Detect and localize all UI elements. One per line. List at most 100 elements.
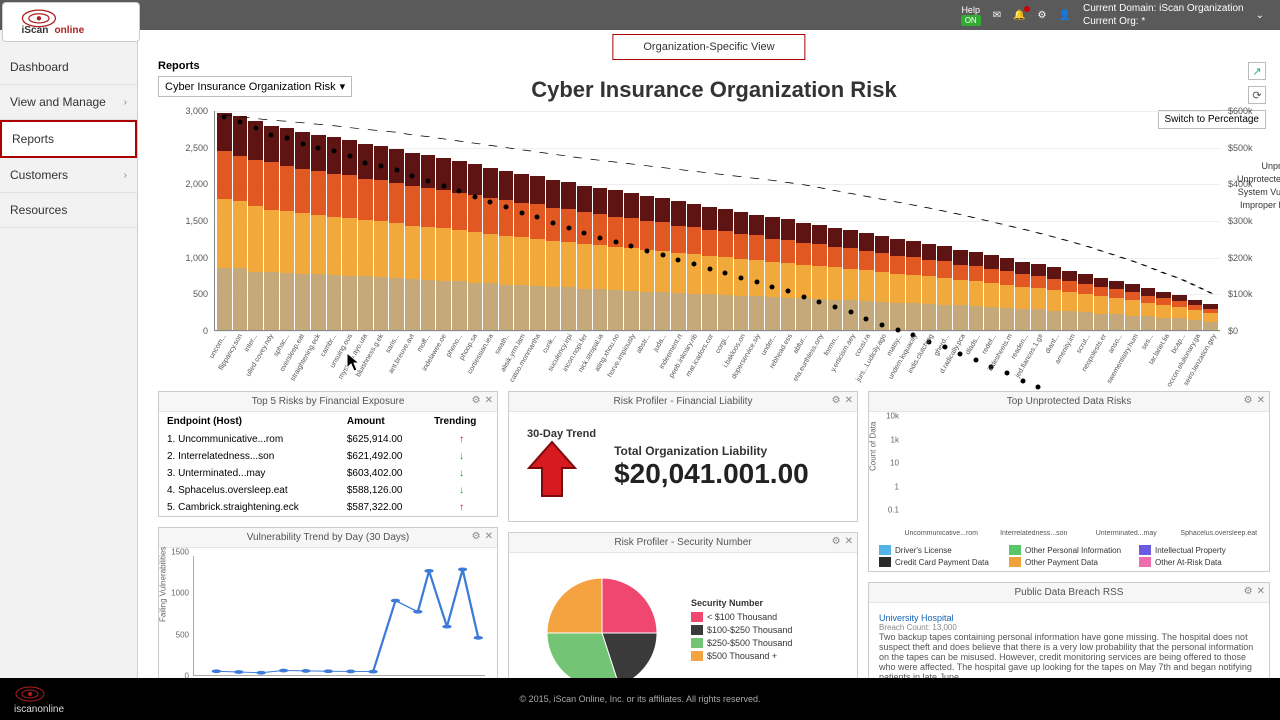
liability-value: $20,041.001.00 [614,458,809,490]
bar[interactable] [1203,304,1218,330]
bar[interactable] [452,161,467,330]
gear-icon[interactable]: ⚙ [472,395,481,406]
bar[interactable] [546,180,561,330]
bar[interactable] [1062,271,1077,330]
close-icon[interactable]: ✕ [1257,586,1265,597]
bar[interactable] [280,128,295,330]
bar[interactable] [1078,274,1093,330]
bar[interactable] [859,233,874,330]
bar[interactable] [906,241,921,330]
bar[interactable] [405,153,420,330]
rss-source[interactable]: University Hospital [879,613,1259,623]
table-row[interactable]: 5. Cambrick.straightening.eck$587,322.00… [159,499,497,516]
bar[interactable] [311,135,326,330]
bar[interactable] [655,198,670,330]
rss-feed[interactable]: University HospitalBreach Count: 13,000T… [869,603,1269,678]
bar[interactable] [342,140,357,330]
bar[interactable] [702,207,717,330]
gear-icon[interactable]: ⚙ [832,536,841,547]
bar[interactable] [734,212,749,330]
sidebar-item-resources[interactable]: Resources [0,193,137,228]
gear-icon[interactable]: ⚙ [832,395,841,406]
bar[interactable] [828,228,843,330]
bar[interactable] [1094,278,1109,330]
sidebar-item-customers[interactable]: Customers› [0,158,137,193]
gear-icon[interactable]: ⚙ [1244,395,1253,406]
notifications-icon[interactable]: 🔔 [1013,10,1025,21]
bar[interactable] [749,215,764,331]
bar[interactable] [937,246,952,330]
bar[interactable] [577,186,592,330]
close-icon[interactable]: ✕ [845,395,853,406]
sidebar-item-dashboard[interactable]: Dashboard [0,50,137,85]
bar[interactable] [1188,300,1203,330]
bar[interactable] [687,204,702,331]
sidebar-item-reports[interactable]: Reports [0,120,137,158]
bar[interactable] [593,188,608,330]
bar[interactable] [671,201,686,330]
bar[interactable] [765,217,780,330]
bar[interactable] [984,255,999,330]
bar[interactable] [421,155,436,330]
sidebar-item-view-and-manage[interactable]: View and Manage› [0,85,137,120]
bar[interactable] [1031,264,1046,330]
bar[interactable] [217,113,232,330]
table-row[interactable]: 3. Unterminated...may$603,402.00↓ [159,465,497,482]
bar[interactable] [514,174,529,330]
mail-icon[interactable]: ✉ [993,10,1001,21]
bar[interactable] [781,219,796,330]
close-icon[interactable]: ✕ [485,395,493,406]
bar[interactable] [248,121,263,330]
bar[interactable] [624,193,639,330]
bar[interactable] [358,144,373,330]
refresh-icon[interactable]: ⟳ [1248,86,1266,104]
bar[interactable] [875,236,890,330]
bar[interactable] [1172,295,1187,330]
table-row[interactable]: 1. Uncommunicative...rom$625,914.00↑ [159,431,497,448]
logo[interactable]: iScan online [2,2,140,42]
bar[interactable] [1141,288,1156,330]
bar[interactable] [796,223,811,330]
bar[interactable] [530,176,545,330]
bar[interactable] [922,244,937,330]
bar[interactable] [561,182,576,330]
user-icon[interactable]: 👤 [1059,10,1071,21]
bar[interactable] [499,171,514,331]
bar[interactable] [969,252,984,330]
share-icon[interactable]: ↗ [1248,62,1266,80]
bar[interactable] [843,230,858,330]
bar[interactable] [327,137,342,330]
chevron-down-icon[interactable]: ⌄ [1256,10,1264,21]
bar[interactable] [640,196,655,330]
close-icon[interactable]: ✕ [845,536,853,547]
bar[interactable] [718,209,733,330]
table-row[interactable]: 2. Interrelatedness...son$621,492.00↓ [159,448,497,465]
close-icon[interactable]: ✕ [485,531,493,542]
bar[interactable] [812,225,827,330]
bar[interactable] [1109,281,1124,331]
bar[interactable] [1156,292,1171,331]
bar[interactable] [953,250,968,330]
close-icon[interactable]: ✕ [1257,395,1265,406]
bar[interactable] [483,168,498,330]
bar[interactable] [1047,267,1062,330]
bar[interactable] [264,126,279,330]
bar[interactable] [374,146,389,330]
gear-icon[interactable]: ⚙ [1038,10,1047,21]
cursor-icon [346,352,362,377]
bar[interactable] [1015,262,1030,330]
gear-icon[interactable]: ⚙ [1244,586,1253,597]
bar[interactable] [890,239,905,330]
bar[interactable] [389,149,404,331]
table-row[interactable]: 4. Sphacelus.oversleep.eat$588,126.00↓ [159,482,497,499]
bar[interactable] [608,190,623,330]
bar[interactable] [436,158,451,330]
report-select[interactable]: Cyber Insurance Organization Risk▾ [158,76,352,97]
bar[interactable] [1125,284,1140,330]
help-toggle[interactable]: Help ON [961,5,981,25]
bar[interactable] [233,116,248,330]
bar[interactable] [295,132,310,330]
bar[interactable] [468,164,483,330]
gear-icon[interactable]: ⚙ [472,531,481,542]
bar[interactable] [1000,258,1015,330]
